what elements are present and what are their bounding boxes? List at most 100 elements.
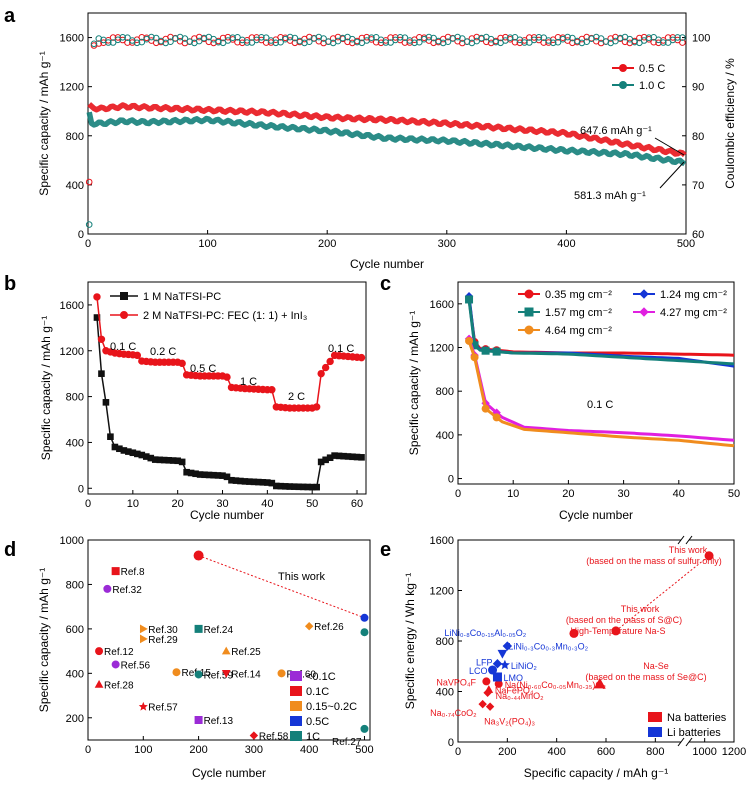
y-tick-label: 800: [66, 131, 84, 143]
ce-point: [291, 34, 299, 42]
y-axis-label: Specific capacity / mAh g⁻¹: [37, 51, 51, 195]
x-tick-label: 1000: [692, 746, 716, 758]
legend-label: 4.64 mg cm⁻²: [545, 325, 612, 337]
ce-point: [133, 39, 141, 47]
x-tick-label: 500: [677, 238, 695, 250]
x-tick-label: 300: [245, 744, 263, 756]
x-axis-label: Cycle number: [559, 508, 633, 522]
text-label: This work: [669, 545, 708, 555]
x-tick-label: 0: [455, 488, 461, 500]
series-line: [467, 340, 735, 448]
legend-marker: [639, 289, 649, 299]
point-label: Ref.12: [104, 647, 134, 658]
data-point: [360, 724, 369, 733]
legend-label: <0.1C: [306, 671, 336, 683]
li-point: [492, 672, 502, 682]
y-tick-label: 400: [66, 437, 84, 449]
data-point: [492, 413, 501, 422]
data-point: [317, 369, 325, 378]
this-work-point: [611, 626, 621, 636]
point-label: Ref.30: [148, 625, 178, 636]
data-point: [133, 351, 142, 360]
x-tick-label: 100: [134, 744, 152, 756]
legend-label: 1.0 C: [639, 80, 665, 92]
annotation-05c: 647.6 mAh g⁻¹: [580, 125, 652, 137]
data-point: [268, 386, 276, 394]
y-axis-label: Specific energy / Wh kg⁻¹: [403, 573, 417, 709]
y-axis-label: Specific capacity / mAh g⁻¹: [39, 316, 53, 460]
legend-label: 0.1C: [306, 686, 329, 698]
plot-frame: [87, 12, 687, 235]
y-tick-label: 1000: [60, 535, 84, 547]
y2-tick-label: 70: [692, 180, 704, 192]
data-point: [223, 473, 231, 481]
data-point: [194, 716, 203, 724]
point-label: Ref.56: [121, 660, 151, 671]
x-tick-label: 50: [306, 498, 318, 510]
point-label: Ref.26: [314, 622, 344, 633]
legend-swatch: [290, 701, 302, 711]
point-label: Ref.58: [259, 732, 289, 743]
ce-point: [679, 39, 686, 46]
x-tick-label: 200: [318, 238, 336, 250]
na-point-label: NaVPO₄F: [436, 677, 476, 687]
x-tick-label: 10: [127, 498, 139, 510]
ce-point: [578, 39, 586, 47]
rate-label: 0.5 C: [190, 363, 216, 375]
ce-point: [195, 37, 203, 45]
x-tick-label: 20: [172, 498, 184, 510]
text-label: Na-Se: [643, 661, 669, 671]
y-tick-label: 400: [436, 430, 454, 442]
ce-point: [349, 35, 356, 43]
ce-point: [334, 37, 342, 45]
ce-point: [626, 35, 634, 43]
y-tick-label: 800: [436, 386, 454, 398]
ce-point: [162, 39, 169, 47]
axis-break-mark: [685, 737, 693, 747]
point-label: Ref.59: [204, 670, 234, 681]
y-tick-label: 1200: [60, 82, 84, 94]
y-tick-label: 1200: [430, 586, 454, 598]
ce-point: [645, 34, 653, 42]
x-axis-label: Cycle number: [350, 257, 424, 271]
x-tick-label: 30: [216, 498, 228, 510]
panel-letter: e: [380, 539, 391, 561]
rate-label: 0.2 C: [150, 346, 176, 358]
point-label: Ref.28: [104, 680, 134, 691]
data-point: [223, 373, 231, 381]
point-label: Ref.32: [112, 585, 142, 596]
data-point: [93, 293, 101, 301]
ce-point: [454, 33, 461, 41]
data-point: [111, 567, 120, 576]
na-point: [482, 677, 491, 686]
ce-point: [430, 34, 437, 42]
na-point-label: Na(Ni₀.₆₀Co₀.₀₅Mn₀.₃₅)O₂: [505, 680, 607, 690]
series-line-1c: [86, 111, 687, 167]
ce-point: [411, 39, 418, 47]
axis-break-mark: [685, 535, 693, 545]
panel-letter: b: [4, 273, 16, 295]
this-work-point: [193, 550, 204, 561]
legend-label: 1.24 mg cm⁻²: [660, 289, 727, 301]
data-point: [194, 624, 203, 633]
y2-tick-label: 60: [692, 229, 704, 241]
na-point: [593, 677, 606, 689]
axis-break-gap: [681, 738, 689, 746]
ce-point: [655, 36, 662, 44]
ce-point: [521, 39, 528, 46]
ce-point: [124, 34, 131, 42]
panel-letter: c: [380, 273, 391, 295]
ce-point: [382, 39, 390, 46]
x-tick-label: 0: [455, 746, 461, 758]
na-point-label: Na₀.₄₄MnO₂: [496, 691, 545, 701]
ce-point: [401, 34, 409, 42]
ce-point: [152, 34, 160, 42]
data-point: [357, 353, 366, 362]
ce-point: [564, 33, 571, 41]
ce-point: [540, 34, 548, 42]
x-tick-label: 800: [646, 746, 664, 758]
data-point: [138, 701, 148, 711]
x-tick-label: 10: [507, 488, 519, 500]
li-point: [497, 649, 508, 659]
